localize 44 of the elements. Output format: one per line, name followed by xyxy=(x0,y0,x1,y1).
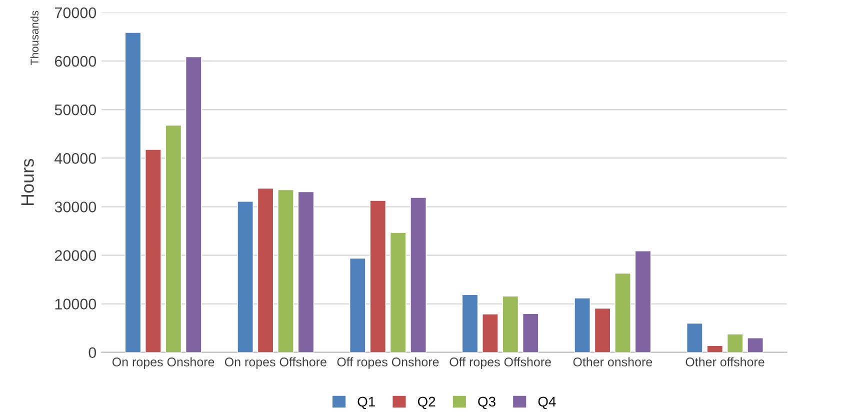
bar xyxy=(522,313,539,352)
bar xyxy=(686,322,703,352)
y-tick-label: 60000 xyxy=(54,56,96,67)
x-tick-label: On ropes Offshore xyxy=(224,357,326,369)
y-tick-label: 40000 xyxy=(54,153,96,164)
y-tick-label: 0 xyxy=(88,347,96,358)
bar xyxy=(614,272,632,352)
bar xyxy=(482,314,498,352)
legend-label: Q2 xyxy=(418,396,436,410)
bar xyxy=(370,200,386,352)
bar xyxy=(165,124,182,352)
bar xyxy=(410,197,427,352)
x-tick-label: Off ropes Offshore xyxy=(450,357,551,369)
bar xyxy=(185,56,202,352)
bar xyxy=(726,333,744,352)
bar xyxy=(634,250,652,352)
bar xyxy=(747,337,764,352)
bar xyxy=(349,258,366,352)
bar xyxy=(277,189,294,352)
bar xyxy=(124,32,142,352)
bar xyxy=(257,188,274,352)
y-tick-label: 70000 xyxy=(54,7,96,18)
y-tick-label: 30000 xyxy=(54,202,96,212)
x-tick-label: Other offshore xyxy=(686,357,764,366)
x-tick-label: On ropes Onshore xyxy=(112,357,214,369)
bar xyxy=(574,298,591,352)
bar xyxy=(237,200,254,352)
x-tick-label: Other onshore xyxy=(573,357,652,366)
legend-label: Q1 xyxy=(358,396,375,410)
x-tick-label: Off ropes Onshore xyxy=(337,357,439,369)
text: Thousands xyxy=(30,10,39,66)
bar xyxy=(390,232,406,352)
y-tick-label: 20000 xyxy=(54,250,96,261)
y-tick-label: 50000 xyxy=(54,104,96,116)
bar xyxy=(462,294,478,352)
legend-label: Q4 xyxy=(538,396,556,410)
y-axis-title: Hours xyxy=(21,159,34,206)
bar xyxy=(502,296,519,352)
legend-label: Q3 xyxy=(478,396,496,410)
bar xyxy=(594,308,611,352)
bar xyxy=(706,345,724,352)
bar xyxy=(298,191,314,352)
y-tick-label: 10000 xyxy=(55,298,96,310)
bar xyxy=(144,149,162,352)
